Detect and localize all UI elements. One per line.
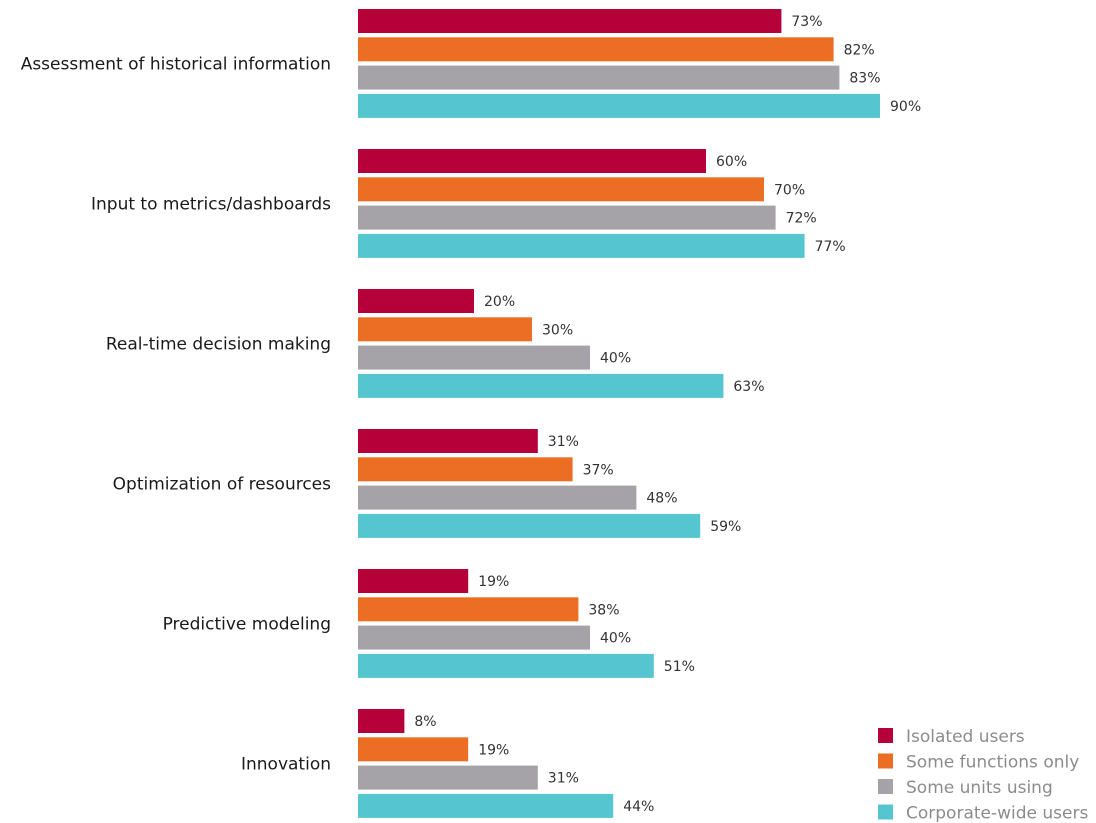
legend-label: Corporate-wide users xyxy=(906,804,1088,823)
data-label: 72% xyxy=(786,211,817,227)
legend-label: Some units using xyxy=(906,778,1053,798)
bar xyxy=(358,149,706,173)
data-label: 59% xyxy=(710,519,741,535)
bar xyxy=(358,597,579,622)
data-label: 48% xyxy=(646,491,677,507)
data-label: 31% xyxy=(548,434,579,450)
data-label: 8% xyxy=(414,714,436,730)
bar xyxy=(358,765,538,790)
bar xyxy=(358,65,840,90)
data-label: 60% xyxy=(716,154,747,170)
bar xyxy=(358,177,764,202)
legend-swatch xyxy=(878,728,893,743)
data-label: 82% xyxy=(844,42,875,58)
legend-swatch xyxy=(878,753,893,769)
bar xyxy=(358,737,469,762)
category-label: Optimization of resources xyxy=(113,474,331,494)
legend-swatch xyxy=(878,779,893,794)
data-label: 40% xyxy=(600,351,631,367)
data-label: 51% xyxy=(664,659,695,675)
category-label: Predictive modeling xyxy=(163,614,331,634)
bar xyxy=(358,429,538,453)
bar xyxy=(358,457,573,482)
bar xyxy=(358,513,701,538)
data-label: 77% xyxy=(815,239,846,255)
bar xyxy=(358,289,474,313)
legend-swatch xyxy=(878,804,893,820)
bar xyxy=(358,373,724,398)
bar xyxy=(358,205,776,230)
data-label: 37% xyxy=(583,462,614,478)
data-label: 20% xyxy=(484,294,515,310)
bar xyxy=(358,9,782,33)
category-label: Assessment of historical information xyxy=(21,54,331,74)
bar xyxy=(358,653,654,678)
legend-label: Isolated users xyxy=(906,727,1025,747)
data-label: 19% xyxy=(478,574,509,590)
bar xyxy=(358,625,590,650)
bar xyxy=(358,709,405,733)
data-label: 90% xyxy=(890,99,921,115)
data-label: 40% xyxy=(600,631,631,647)
bar xyxy=(358,569,469,593)
data-label: 31% xyxy=(548,771,579,787)
data-label: 73% xyxy=(791,14,822,30)
category-label: Innovation xyxy=(241,754,331,774)
category-labels: Assessment of historical information Inpu… xyxy=(21,54,331,774)
legend: Isolated users Some functions only Some un… xyxy=(878,727,1088,823)
data-label: 30% xyxy=(542,322,573,338)
category-label: Real-time decision making xyxy=(106,334,331,354)
bar xyxy=(358,317,532,342)
data-label: 70% xyxy=(774,182,805,198)
bar xyxy=(358,345,590,370)
data-label: 38% xyxy=(588,602,619,618)
category-label: Input to metrics/dashboards xyxy=(91,194,331,214)
bar xyxy=(358,37,834,62)
data-label: 63% xyxy=(733,379,764,395)
bar xyxy=(358,93,880,118)
bar xyxy=(358,233,805,258)
bars-layer: 73%82%83%90%60%70%72%77%20%30%40%63%31%3… xyxy=(358,9,921,818)
data-label: 44% xyxy=(623,799,654,815)
legend-label: Some functions only xyxy=(906,753,1079,773)
data-label: 19% xyxy=(478,742,509,758)
data-label: 83% xyxy=(849,71,880,87)
bar xyxy=(358,793,614,818)
bar xyxy=(358,485,637,510)
